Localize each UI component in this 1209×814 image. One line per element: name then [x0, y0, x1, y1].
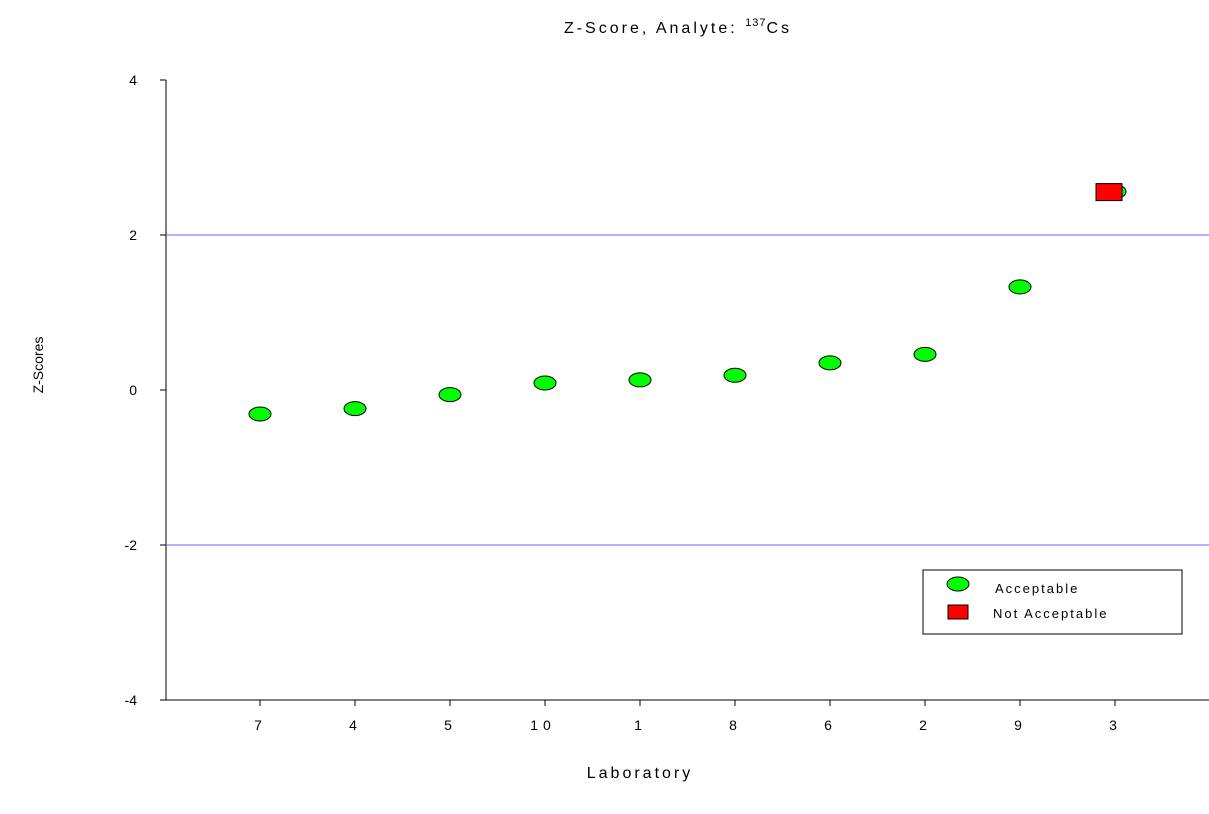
- x-tick-label: 6: [824, 717, 832, 733]
- chart-title-main: Z-Score, Analyte:: [564, 20, 745, 37]
- point-acceptable-lab-1: [628, 372, 652, 388]
- point-acceptable-lab-8: [723, 367, 747, 383]
- legend-marker-not-acceptable: [947, 604, 969, 620]
- y-tick-label: 0: [129, 382, 137, 398]
- point-acceptable-lab-10: [533, 375, 557, 391]
- chart-title: Z-Score, Analyte: 137Cs: [564, 17, 792, 37]
- point-acceptable-lab-5: [438, 387, 462, 403]
- y-tick-label: 2: [129, 227, 137, 243]
- y-axis-ticks: 4 2 0 -2 -4: [125, 72, 166, 708]
- point-acceptable-lab-7: [248, 406, 272, 422]
- reference-lines: [166, 234, 1209, 546]
- x-tick-label: 4: [349, 717, 357, 733]
- chart-title-isotope: 137: [745, 17, 766, 29]
- data-markers: [248, 183, 1127, 422]
- x-axis-label: Laboratory: [587, 765, 694, 782]
- x-tick-label: 10: [530, 717, 556, 733]
- svg-text:Z-Score, Analyte: 137Cs: Z-Score, Analyte: 137Cs: [564, 17, 792, 37]
- x-tick-label: 5: [444, 717, 452, 733]
- legend-box: [922, 569, 1183, 635]
- y-tick-label: 4: [129, 72, 137, 88]
- x-axis-ticks: 7 4 5 10 1 8 6 2 9 3: [254, 700, 1117, 733]
- point-acceptable-lab-4: [343, 401, 367, 417]
- legend-marker-acceptable: [946, 576, 970, 592]
- point-not-acceptable-lab-3: [1095, 183, 1123, 202]
- x-tick-label: 3: [1109, 717, 1117, 733]
- y-tick-label: -2: [125, 537, 138, 553]
- chart-title-element: Cs: [766, 20, 792, 37]
- point-acceptable-lab-6: [818, 355, 842, 371]
- point-acceptable-lab-9: [1008, 279, 1032, 295]
- y-axis-label: Z-Scores: [30, 337, 46, 394]
- x-tick-label: 2: [919, 717, 927, 733]
- x-tick-label: 1: [634, 717, 642, 733]
- point-acceptable-lab-2: [913, 346, 937, 362]
- x-tick-label: 9: [1014, 717, 1022, 733]
- legend-label-not-acceptable: Not Acceptable: [993, 606, 1108, 621]
- x-tick-label: 8: [729, 717, 737, 733]
- y-tick-label: -4: [125, 692, 138, 708]
- legend-label-acceptable: Acceptable: [995, 581, 1079, 596]
- x-tick-label: 7: [254, 717, 262, 733]
- legend: Acceptable Not Acceptable: [922, 569, 1183, 635]
